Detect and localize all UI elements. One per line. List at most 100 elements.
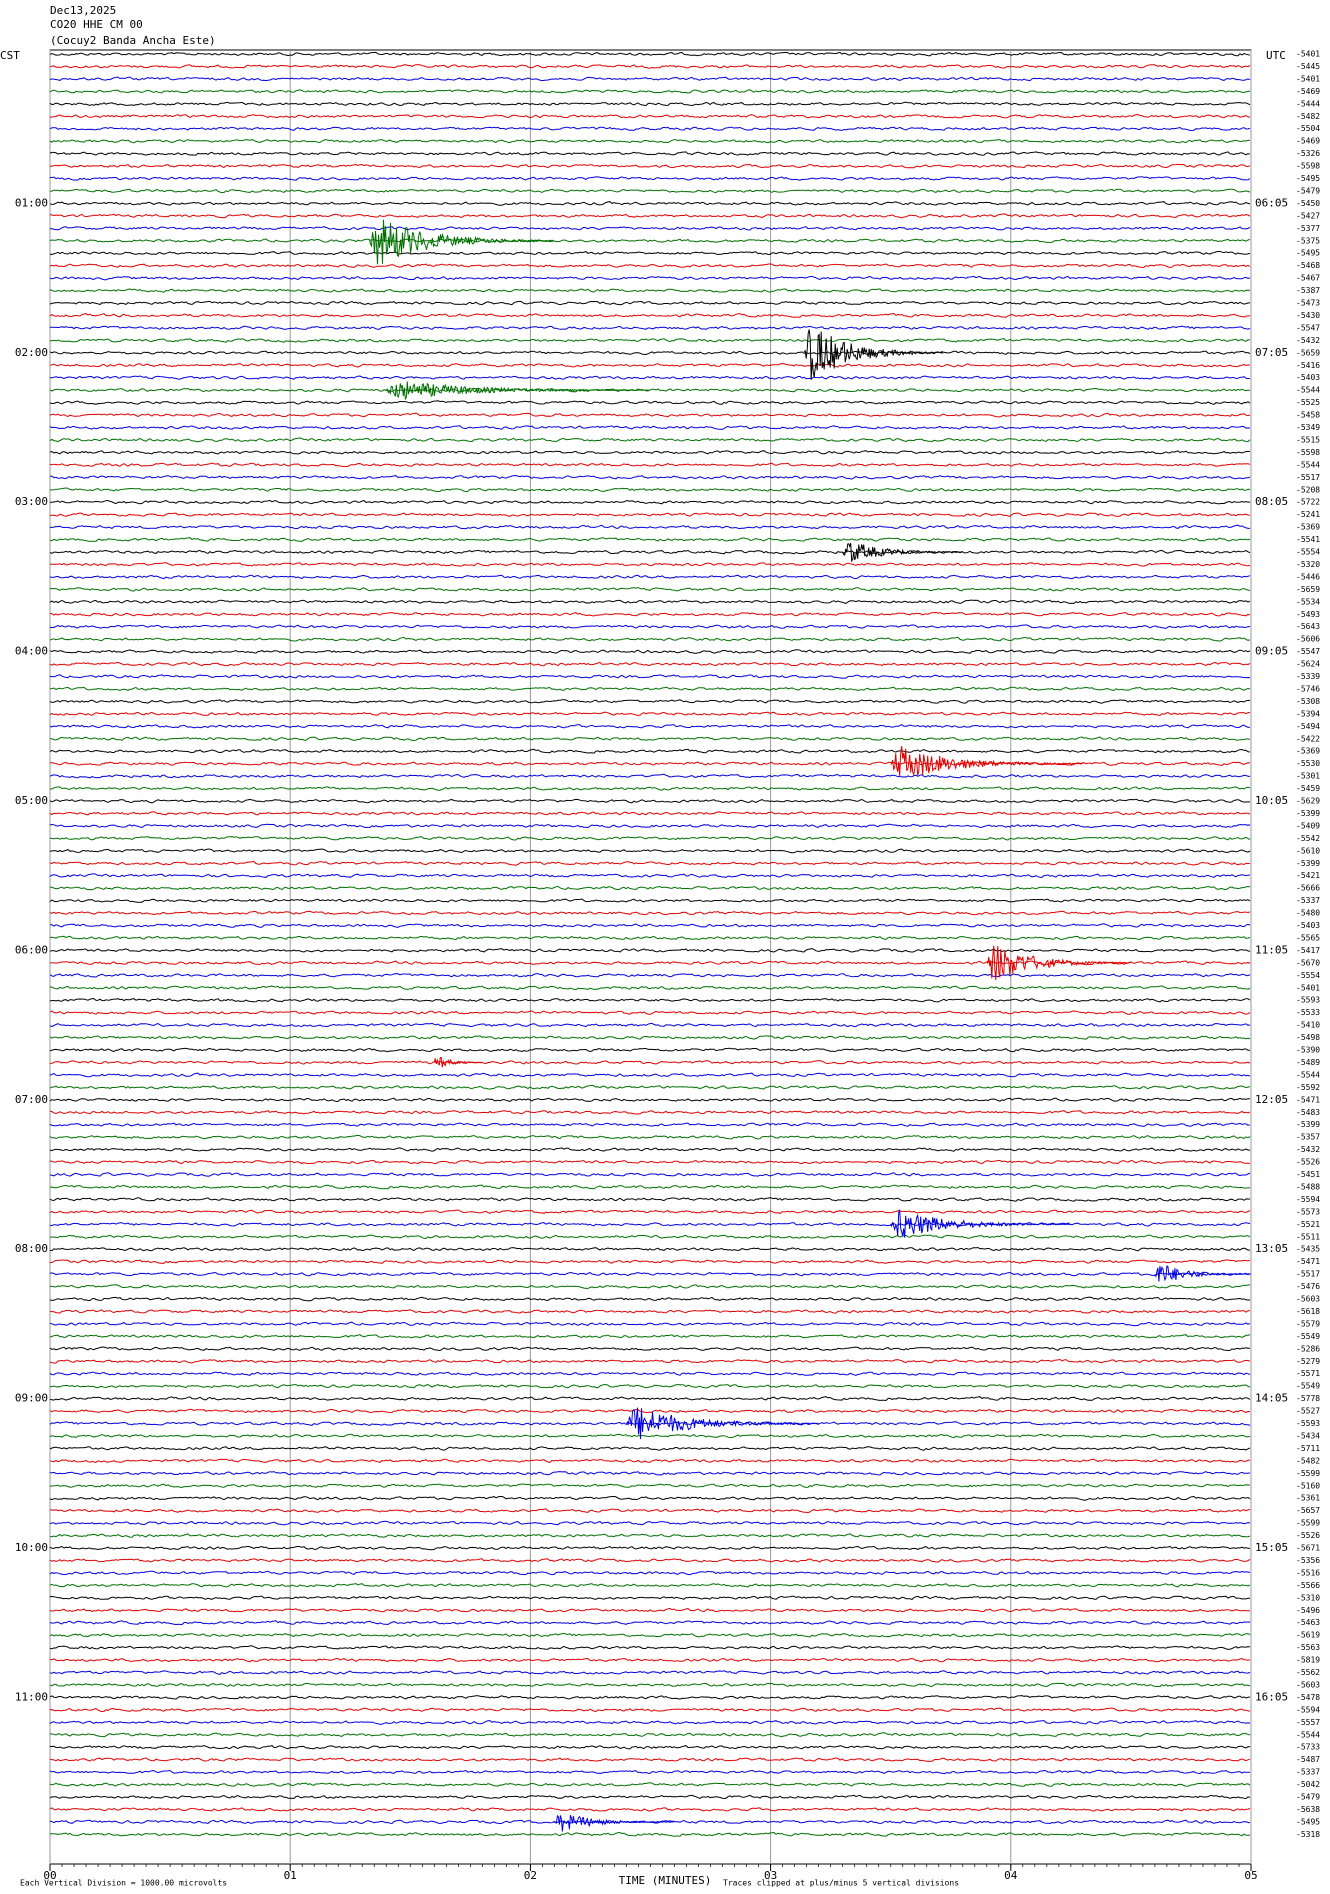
- trace: [49, 624, 1251, 629]
- utc-label: 11:05: [1255, 943, 1288, 956]
- trace-label: -5494: [1296, 722, 1320, 731]
- utc-label: 08:05: [1255, 495, 1288, 508]
- trace-label: -5320: [1296, 560, 1320, 569]
- trace: [49, 1645, 1251, 1650]
- trace: [49, 113, 1251, 119]
- trace-label: -5356: [1296, 1556, 1320, 1565]
- trace: [49, 1657, 1251, 1663]
- trace: [49, 1483, 1251, 1489]
- trace: [49, 126, 1251, 132]
- trace-label: -5458: [1296, 411, 1320, 420]
- trace-label: -5599: [1296, 1519, 1320, 1528]
- utc-label: 07:05: [1255, 346, 1288, 359]
- trace: [49, 1558, 1251, 1563]
- trace-label: -5493: [1296, 610, 1320, 619]
- trace: [49, 1383, 1251, 1389]
- utc-label: 12:05: [1255, 1093, 1288, 1106]
- trace-label: -5549: [1296, 1332, 1320, 1341]
- trace: [49, 1595, 1250, 1601]
- cst-label: 05:00: [15, 794, 48, 807]
- trace-label: -5517: [1296, 473, 1320, 482]
- trace: [49, 1060, 1251, 1065]
- seismic-event: [386, 381, 651, 401]
- trace-label: -5526: [1296, 1531, 1320, 1540]
- seismic-event: [554, 1814, 675, 1832]
- trace-label: -5326: [1296, 149, 1320, 158]
- trace-label: -5421: [1296, 871, 1320, 880]
- trace-label: -5659: [1296, 585, 1320, 594]
- trace-label: -5525: [1296, 398, 1320, 407]
- trace-label: -5659: [1296, 348, 1320, 357]
- trace-label: -5444: [1296, 99, 1320, 108]
- trace: [49, 1782, 1251, 1787]
- utc-label: 10:05: [1255, 794, 1288, 807]
- trace: [50, 736, 1251, 742]
- trace: [50, 1745, 1251, 1750]
- trace: [49, 450, 1251, 455]
- trace-label: -5819: [1296, 1656, 1320, 1665]
- trace: [49, 1159, 1251, 1165]
- trace: [49, 412, 1251, 418]
- cst-label: 02:00: [15, 346, 48, 359]
- trace: [49, 1134, 1251, 1140]
- trace: [49, 973, 1251, 978]
- trace: [49, 574, 1251, 580]
- trace: [49, 1284, 1251, 1289]
- trace-label: -5410: [1296, 1021, 1320, 1030]
- trace-label: -5369: [1296, 523, 1320, 532]
- trace: [49, 674, 1251, 679]
- trace: [49, 226, 1251, 231]
- trace: [49, 201, 1251, 206]
- trace: [49, 1321, 1251, 1327]
- seismic-event: [1154, 1265, 1251, 1282]
- trace: [49, 1695, 1251, 1700]
- trace: [49, 1732, 1251, 1738]
- station: (Cocuy2 Banda Ancha Este): [50, 34, 216, 47]
- trace-label: -5361: [1296, 1494, 1320, 1503]
- trace-label: -5511: [1296, 1232, 1320, 1241]
- trace-label: -5557: [1296, 1718, 1320, 1727]
- trace-label: -5562: [1296, 1668, 1320, 1677]
- trace-label: -5565: [1296, 933, 1320, 942]
- trace-label: -5357: [1296, 1133, 1320, 1142]
- trace-label: -5468: [1296, 261, 1320, 270]
- trace-label: -5241: [1296, 510, 1320, 519]
- trace-label: -5488: [1296, 1182, 1320, 1191]
- trace: [49, 948, 1251, 953]
- utc-label: 14:05: [1255, 1392, 1288, 1405]
- trace-label: -5746: [1296, 684, 1320, 693]
- trace: [49, 1670, 1251, 1675]
- trace: [49, 300, 1251, 306]
- trace-label: -5471: [1296, 1257, 1320, 1266]
- trace: [49, 275, 1251, 281]
- x-tick-label: 00: [43, 1869, 56, 1882]
- trace: [49, 375, 1251, 380]
- trace: [50, 499, 1250, 505]
- trace-label: -5624: [1296, 660, 1320, 669]
- trace: [49, 636, 1251, 642]
- trace-label: -5434: [1296, 1431, 1320, 1440]
- trace-label: -5482: [1296, 1456, 1320, 1465]
- trace-label: -5711: [1296, 1444, 1320, 1453]
- cst-label: 11:00: [15, 1690, 48, 1703]
- trace: [49, 587, 1251, 592]
- channel: CO20 HHE CM 00: [50, 18, 143, 31]
- trace-label: -5337: [1296, 1768, 1320, 1777]
- trace-label: -5517: [1296, 1270, 1320, 1279]
- trace: [49, 1197, 1251, 1202]
- trace-label: -5339: [1296, 672, 1320, 681]
- trace-label: -5498: [1296, 1033, 1320, 1042]
- trace: [49, 1794, 1251, 1800]
- x-tick-label: 03: [764, 1869, 777, 1882]
- trace: [49, 1471, 1251, 1476]
- trace-label: -5377: [1296, 224, 1320, 233]
- trace: [49, 811, 1251, 816]
- cst-label: 08:00: [15, 1242, 48, 1255]
- x-tick-label: 04: [1004, 1869, 1018, 1882]
- trace-label: -5541: [1296, 535, 1320, 544]
- trace: [49, 773, 1251, 779]
- trace-label: -5544: [1296, 1070, 1320, 1079]
- trace-label: -5495: [1296, 1817, 1320, 1826]
- trace: [49, 263, 1251, 268]
- trace-label: -5594: [1296, 1705, 1320, 1714]
